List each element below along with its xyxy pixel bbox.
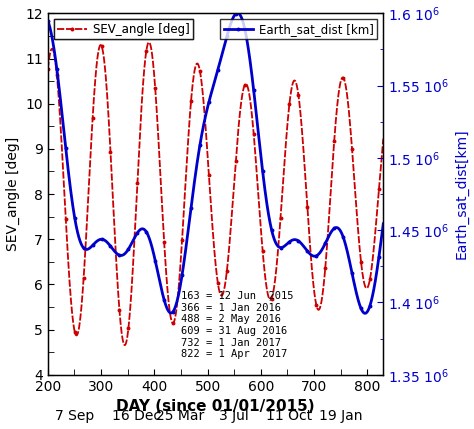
Text: 163 = 12 Jun  2015
366 = 1 Jan 2016
488 = 2 May 2016
609 = 31 Aug 2016
732 = 1 J: 163 = 12 Jun 2015 366 = 1 Jan 2016 488 =… (181, 291, 293, 359)
Y-axis label: SEV_angle [deg]: SEV_angle [deg] (6, 137, 20, 251)
X-axis label: DAY (since 01/01/2015): DAY (since 01/01/2015) (116, 399, 315, 414)
Legend: SEV_angle [deg]: SEV_angle [deg] (54, 19, 193, 39)
Y-axis label: Earth_sat_dist[km]: Earth_sat_dist[km] (454, 129, 468, 260)
Legend: Earth_sat_dist [km]: Earth_sat_dist [km] (220, 19, 377, 39)
